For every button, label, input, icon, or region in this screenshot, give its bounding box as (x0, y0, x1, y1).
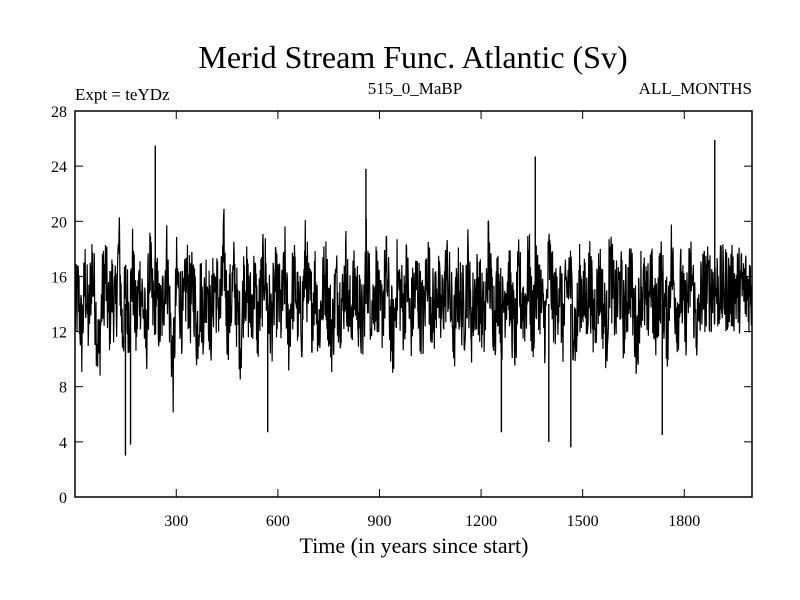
x-tick-label: 1800 (668, 513, 700, 530)
x-axis-label: Time (in years since start) (300, 533, 529, 558)
y-tick-label: 12 (51, 325, 67, 342)
subtitle-left: Expt = teYDz (75, 85, 170, 104)
series-line (74, 208, 753, 413)
y-axis: 0 4 8 12 16 20 24 28 (51, 104, 752, 507)
plot-frame (74, 110, 753, 498)
subtitle-right: ALL_MONTHS (639, 79, 752, 98)
y-tick-label: 0 (59, 490, 67, 507)
x-tick-label: 1500 (567, 513, 599, 530)
y-tick-label: 24 (51, 159, 67, 176)
y-tick-label: 28 (51, 104, 67, 121)
y-tick-label: 4 (59, 435, 67, 452)
y-tick-label: 16 (51, 269, 67, 286)
chart-title: Merid Stream Func. Atlantic (Sv) (198, 39, 627, 75)
x-tick-label: 1200 (465, 513, 497, 530)
subtitle-center: 515_0_MaBP (368, 79, 462, 98)
x-tick-label: 900 (367, 513, 391, 530)
y-tick-label: 20 (51, 214, 67, 231)
x-tick-label: 300 (164, 513, 188, 530)
x-axis: 300 600 900 1200 1500 1800 (164, 111, 700, 530)
series-layer (74, 139, 753, 456)
y-tick-label: 8 (59, 380, 67, 397)
x-tick-label: 600 (266, 513, 290, 530)
